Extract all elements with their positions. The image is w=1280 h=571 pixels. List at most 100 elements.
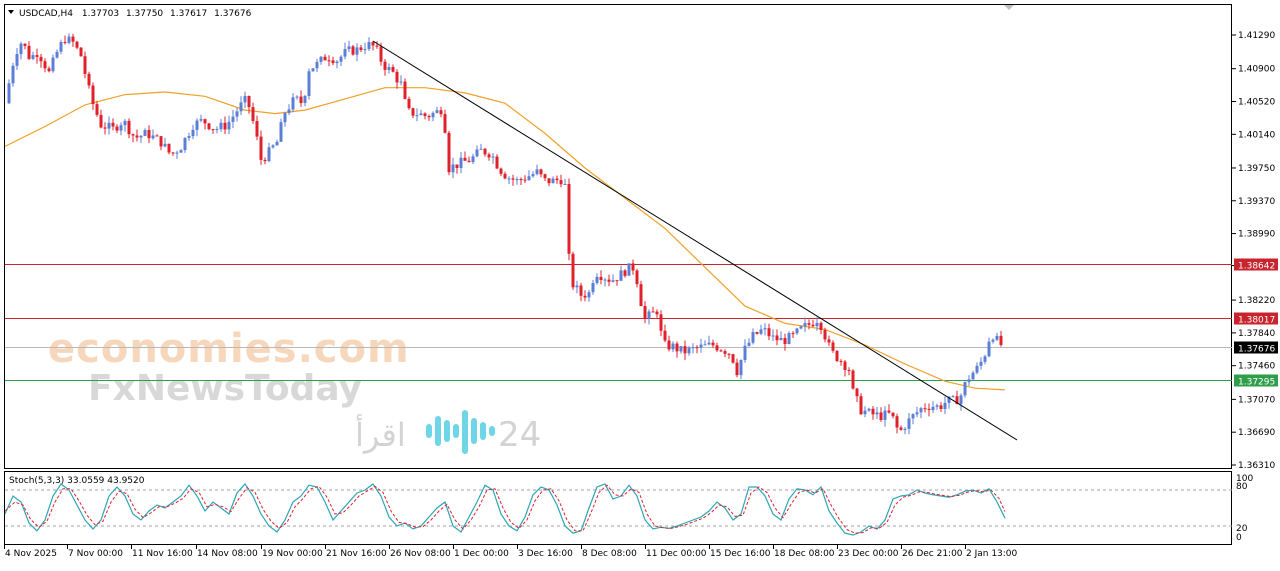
watermark-fxnewstoday: FxNewsToday: [88, 368, 362, 409]
candle-body: [863, 410, 867, 415]
candle-body: [475, 149, 479, 157]
candle-body: [355, 47, 359, 55]
candle-body: [599, 276, 603, 280]
dropdown-triangle-icon[interactable]: [8, 10, 14, 14]
x-tick-label: 11 Nov 16:00: [132, 549, 193, 559]
candle-body: [371, 42, 375, 46]
candle-body: [775, 335, 779, 341]
candle-body: [155, 135, 159, 137]
candle-body: [515, 179, 519, 181]
y-tick-label: 1.37070: [1238, 395, 1275, 405]
candle-body: [571, 253, 575, 288]
candle-body: [759, 329, 763, 334]
candle-body: [347, 46, 351, 50]
candle-body: [763, 328, 767, 330]
x-tick-label: 7 Nov 00:00: [68, 549, 123, 559]
candle-body: [547, 178, 551, 184]
candle-body: [695, 347, 699, 349]
candle-body: [319, 56, 323, 62]
support-label-bg: [1234, 374, 1278, 387]
candle-body: [787, 333, 791, 344]
candle-body: [55, 51, 59, 58]
candle-body: [435, 110, 439, 113]
stoch-y-label: 20: [1236, 524, 1248, 534]
candle-body: [631, 263, 635, 271]
candle-body: [431, 112, 435, 118]
candle-body: [251, 107, 255, 121]
candle-body: [111, 122, 115, 127]
y-tick-label: 1.36310: [1238, 461, 1275, 471]
stoch-y-label: 100: [1236, 474, 1253, 484]
candle-body: [679, 346, 683, 352]
y-tick-label: 1.39370: [1238, 197, 1275, 207]
candle-body: [755, 332, 759, 334]
candle-body: [711, 342, 715, 346]
candle-body: [487, 154, 491, 158]
candle-body: [351, 46, 355, 55]
candle-body: [923, 408, 927, 410]
candle-body: [947, 396, 951, 403]
candle-body: [311, 68, 315, 72]
candle-body: [63, 42, 67, 43]
x-tick-label: 3 Dec 16:00: [518, 549, 573, 559]
main-panel[interactable]: [4, 4, 1232, 469]
candle-body: [703, 344, 707, 346]
candle-body: [767, 328, 771, 337]
trend-layer: [372, 40, 1018, 441]
candle-body: [135, 135, 139, 138]
candle-body: [543, 174, 547, 179]
stoch-panel[interactable]: [4, 471, 1232, 545]
candle-body: [635, 270, 639, 285]
levels-layer: [5, 264, 1232, 381]
candle-body: [283, 113, 287, 123]
candle-body: [927, 408, 931, 410]
candle-body: [127, 120, 131, 135]
candle-body: [955, 396, 959, 405]
candle-body: [31, 55, 35, 59]
candle-body: [671, 343, 675, 350]
candle-body: [407, 98, 411, 109]
candle-body: [559, 180, 563, 185]
x-tick-label: 8 Dec 08:00: [582, 549, 637, 559]
candle-body: [871, 408, 875, 415]
candle-body: [663, 330, 667, 341]
candle-body: [143, 130, 147, 136]
candle-body: [739, 360, 743, 376]
candle-body: [751, 332, 755, 343]
candle-body: [239, 102, 243, 112]
candle-body: [887, 410, 891, 413]
level-labels: 1.38642 1.38017 1.37676 1.37295: [1234, 258, 1278, 388]
candle-body: [675, 343, 679, 352]
candle-body: [667, 340, 671, 350]
candle-body: [263, 159, 267, 162]
y-tick-label: 1.41290: [1238, 31, 1275, 41]
candle-body: [647, 311, 651, 319]
high-value: 1.37750: [126, 9, 163, 19]
candle-body: [623, 270, 627, 276]
candle-body: [691, 347, 695, 349]
candle-body: [975, 365, 979, 373]
candle-body: [939, 405, 943, 409]
candle-body: [427, 116, 431, 118]
resistance-upper-label: 1.38642: [1238, 262, 1275, 272]
resistance-lower-label-bg: [1234, 312, 1278, 325]
scroll-shift-marker-icon[interactable]: [1004, 5, 1014, 10]
candle-body: [987, 341, 991, 357]
resistance-lower-label: 1.38017: [1238, 316, 1275, 326]
candle-body: [43, 61, 47, 69]
candle-body: [179, 150, 183, 153]
candle-body: [683, 346, 687, 354]
candle-body: [803, 323, 807, 327]
candle-body: [943, 402, 947, 409]
candle-body: [275, 141, 279, 146]
symbol-label: USDCAD,H4: [19, 9, 73, 19]
candle-body: [847, 370, 851, 371]
candle-body: [271, 145, 275, 148]
candle-body: [555, 178, 559, 181]
candle-body: [931, 406, 935, 411]
candle-body: [659, 314, 663, 331]
candle-body: [583, 295, 587, 298]
candle-body: [831, 342, 835, 351]
candle-body: [255, 121, 259, 137]
